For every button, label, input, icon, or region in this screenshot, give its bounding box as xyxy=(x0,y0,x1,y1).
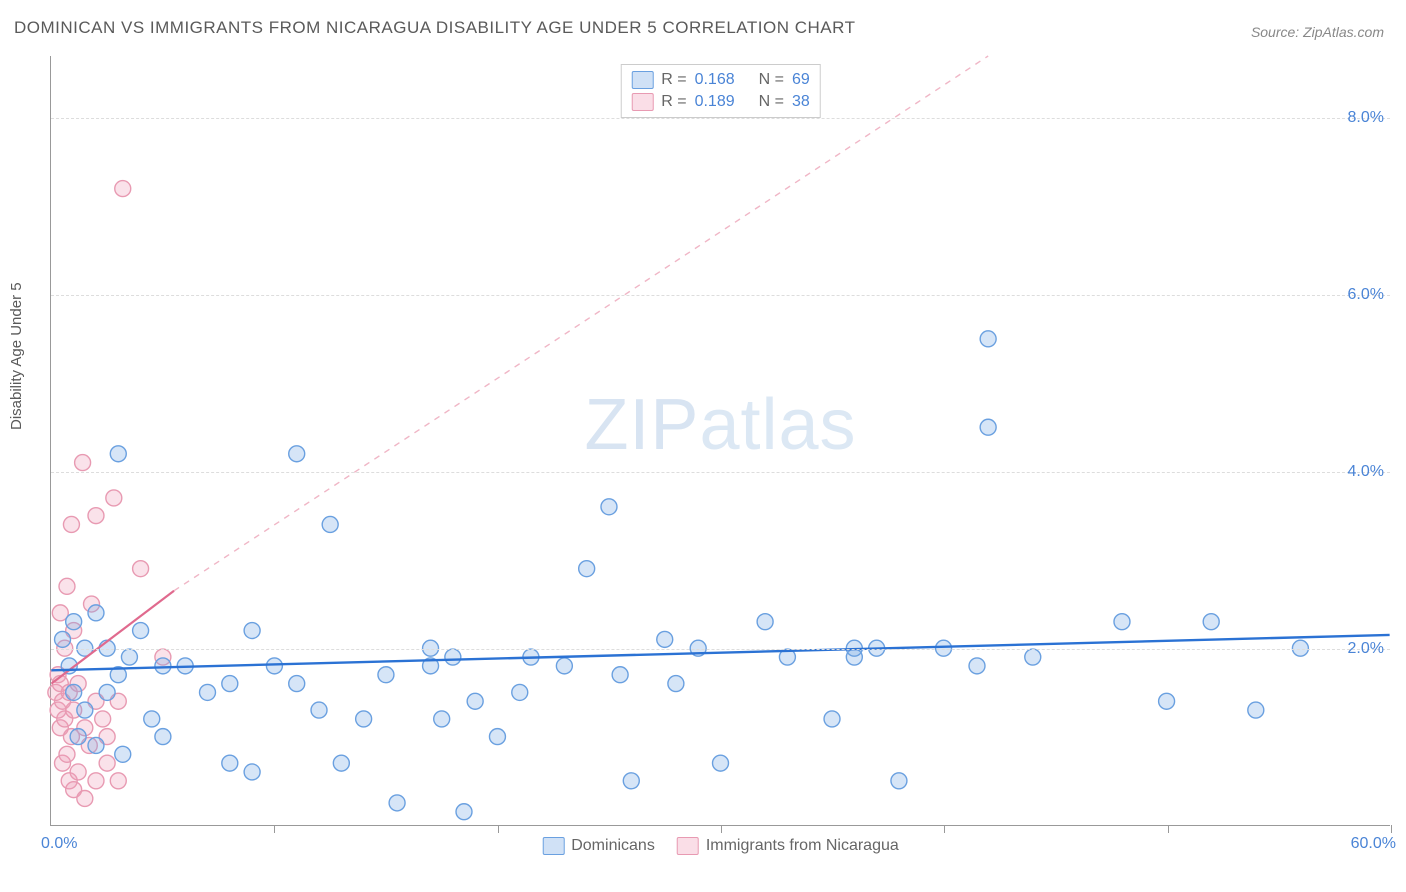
gridline-h xyxy=(51,118,1390,119)
y-axis-label: Disability Age Under 5 xyxy=(8,282,25,430)
legend-item-pink: Immigrants from Nicaragua xyxy=(677,837,899,855)
legend-label-blue: Dominicans xyxy=(571,837,655,855)
y-tick-label: 8.0% xyxy=(1348,109,1384,127)
x-axis-max-label: 60.0% xyxy=(1351,835,1396,853)
chart-plot-area: ZIPatlas R = 0.168 N = 69 R = 0.189 N = … xyxy=(50,56,1390,826)
source-label: Source: xyxy=(1251,24,1299,40)
x-tick xyxy=(944,825,945,833)
n-value-blue: 69 xyxy=(792,71,810,89)
gridline-h xyxy=(51,295,1390,296)
x-axis-min-label: 0.0% xyxy=(41,835,77,853)
swatch-blue-icon xyxy=(542,837,564,855)
legend-series: Dominicans Immigrants from Nicaragua xyxy=(542,837,899,855)
legend-stats: R = 0.168 N = 69 R = 0.189 N = 38 xyxy=(620,64,821,118)
n-value-pink: 38 xyxy=(792,93,810,111)
chart-title: DOMINICAN VS IMMIGRANTS FROM NICARAGUA D… xyxy=(14,18,855,38)
swatch-pink-icon xyxy=(631,93,653,111)
scatter-svg xyxy=(51,56,1390,825)
y-tick-label: 6.0% xyxy=(1348,286,1384,304)
n-label: N = xyxy=(759,71,784,89)
legend-item-blue: Dominicans xyxy=(542,837,655,855)
r-label: R = xyxy=(661,71,686,89)
r-label: R = xyxy=(661,93,686,111)
x-tick xyxy=(1168,825,1169,833)
source-value: ZipAtlas.com xyxy=(1303,24,1384,40)
gridline-h xyxy=(51,472,1390,473)
r-value-pink: 0.189 xyxy=(695,93,735,111)
swatch-pink-icon xyxy=(677,837,699,855)
legend-stats-row-pink: R = 0.189 N = 38 xyxy=(631,91,810,113)
r-value-blue: 0.168 xyxy=(695,71,735,89)
x-tick xyxy=(1391,825,1392,833)
legend-label-pink: Immigrants from Nicaragua xyxy=(706,837,899,855)
y-tick-label: 2.0% xyxy=(1348,640,1384,658)
swatch-blue-icon xyxy=(631,71,653,89)
x-tick xyxy=(274,825,275,833)
n-label: N = xyxy=(759,93,784,111)
source-attribution: Source: ZipAtlas.com xyxy=(1251,24,1384,40)
gridline-h xyxy=(51,649,1390,650)
legend-stats-row-blue: R = 0.168 N = 69 xyxy=(631,69,810,91)
x-tick xyxy=(721,825,722,833)
x-tick xyxy=(498,825,499,833)
y-tick-label: 4.0% xyxy=(1348,463,1384,481)
